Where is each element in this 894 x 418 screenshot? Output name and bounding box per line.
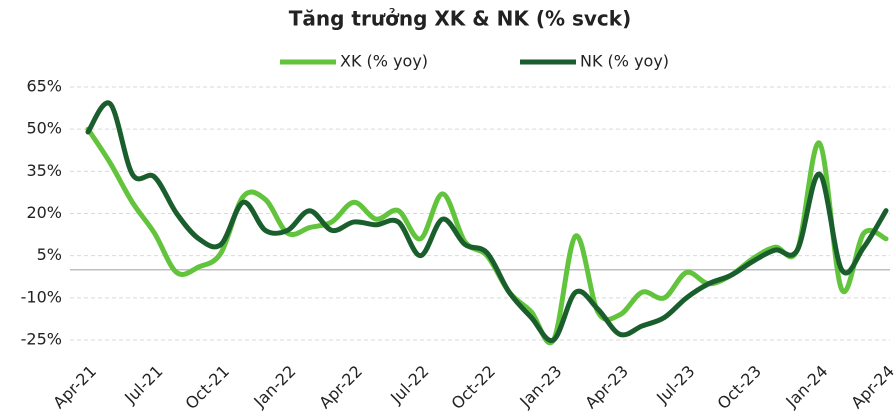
x-tick-label: Jan-23 [515,362,565,412]
legend-label: XK (% yoy) [340,52,428,71]
x-tick-label: Jan-22 [249,362,299,412]
x-tick-label: Jul-23 [652,362,698,408]
x-tick-label: Jul-21 [120,362,166,408]
series-line [85,100,889,344]
y-tick-label: 65% [26,77,62,96]
x-tick-label: Apr-22 [315,362,366,413]
y-tick-label: -10% [21,287,62,306]
y-tick-label: -25% [21,330,62,349]
x-tick-label: Jul-22 [386,362,432,408]
y-tick-label: 5% [37,245,62,264]
y-tick-label: 35% [26,161,62,180]
x-tick-label: Apr-21 [49,362,100,413]
y-tick-label: 20% [26,203,62,222]
y-tick-label: 50% [26,119,62,138]
x-tick-label: Oct-23 [714,362,765,413]
x-tick-label: Oct-22 [448,362,499,413]
x-tick-label: Oct-21 [182,362,233,413]
x-tick-label: Apr-23 [581,362,632,413]
x-tick-label: Apr-24 [847,362,894,413]
series-line [85,126,889,346]
legend-label: NK (% yoy) [580,52,669,71]
x-tick-label: Jan-24 [781,362,831,412]
chart-title: Tăng trưởng XK & NK (% svck) [289,7,631,31]
